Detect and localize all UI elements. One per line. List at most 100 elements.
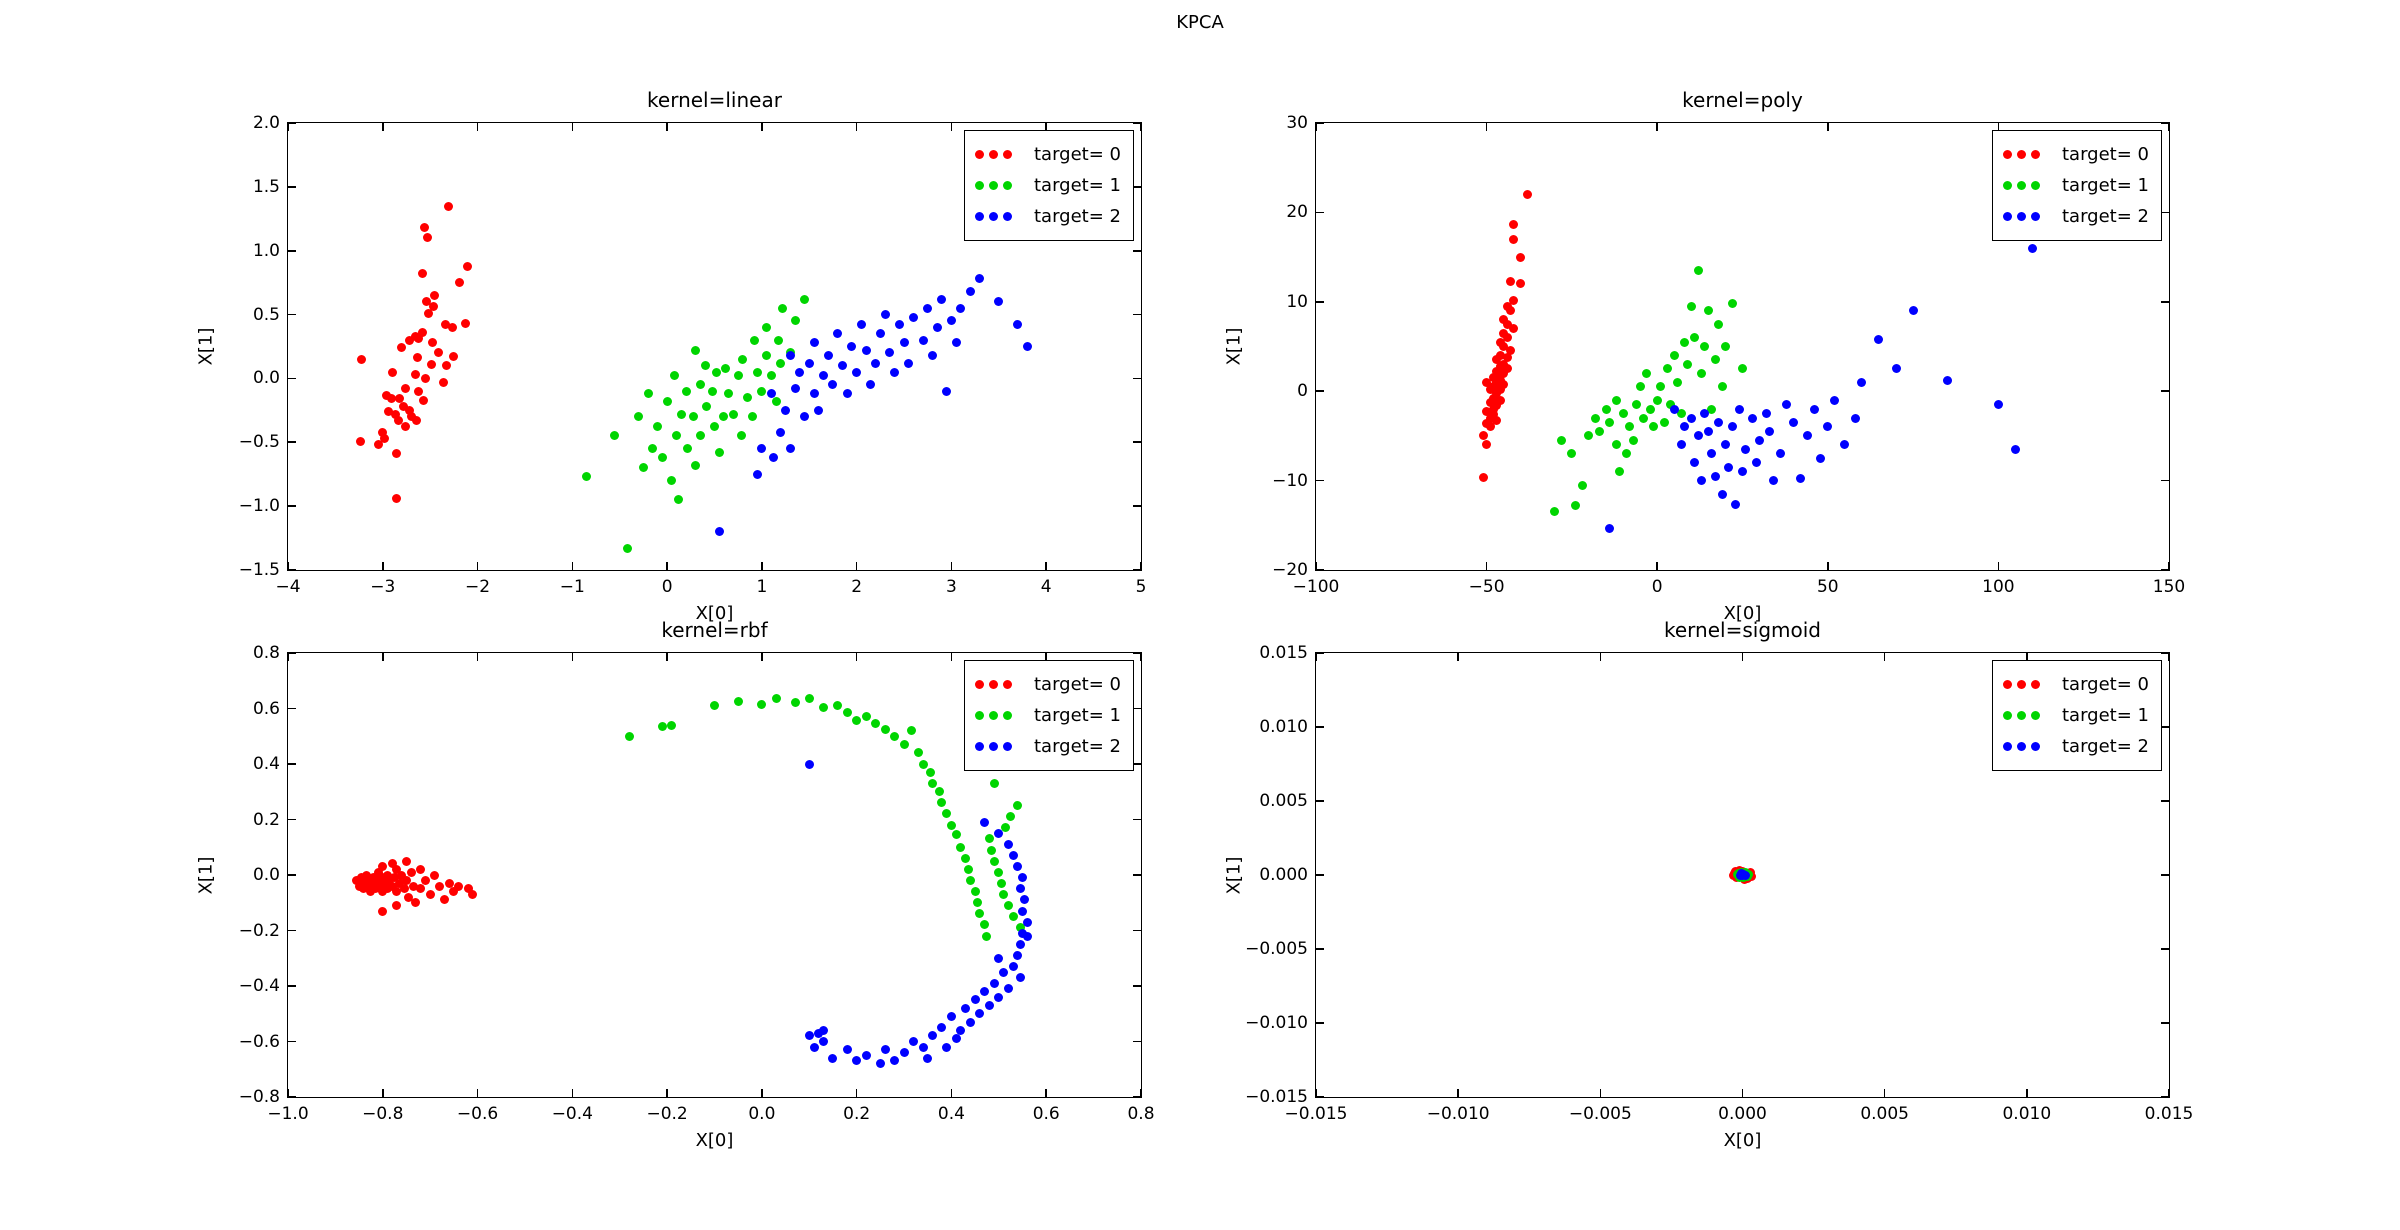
scatter-point xyxy=(771,396,781,406)
y-tick xyxy=(1133,707,1141,710)
y-tick-label: 0.000 xyxy=(1259,865,1308,885)
x-tick-label: −0.015 xyxy=(1284,1104,1348,1124)
scatter-point xyxy=(1499,315,1509,325)
scatter-point xyxy=(397,870,407,880)
y-tick-label: 0.015 xyxy=(1259,643,1308,663)
legend-entry: target= 0 xyxy=(975,139,1121,170)
scatter-point xyxy=(710,422,719,432)
legend-marker-dot xyxy=(989,711,998,720)
legend-marker-icon xyxy=(2003,212,2050,221)
scatter-point xyxy=(721,363,731,373)
plot-title: kernel=poly xyxy=(1682,88,1803,112)
scatter-point xyxy=(1666,400,1676,410)
y-tick-label: 0.0 xyxy=(252,368,280,389)
y-tick-label: 0.4 xyxy=(252,754,280,774)
scatter-point xyxy=(1594,426,1604,436)
scatter-point xyxy=(785,350,795,360)
scatter-point xyxy=(1615,467,1625,477)
scatter-point xyxy=(942,386,952,396)
x-tick xyxy=(950,1089,953,1097)
scatter-point xyxy=(837,361,847,371)
scatter-point xyxy=(975,909,985,919)
scatter-point xyxy=(449,352,459,362)
scatter-point xyxy=(1710,355,1720,365)
x-tick-label: 2 xyxy=(851,577,863,597)
y-tick xyxy=(1316,390,1324,392)
legend-entry-label: target= 0 xyxy=(2062,674,2149,695)
scatter-point xyxy=(1485,384,1495,394)
scatter-point xyxy=(401,856,411,866)
scatter-point xyxy=(383,870,393,880)
y-tick-label: 0.8 xyxy=(252,643,280,663)
scatter-point xyxy=(965,876,975,886)
y-tick-label: −0.4 xyxy=(238,976,280,996)
scatter-point xyxy=(714,448,724,457)
scatter-point xyxy=(1751,458,1761,468)
scatter-point xyxy=(657,453,667,463)
scatter-point xyxy=(401,384,411,394)
scatter-point xyxy=(1499,342,1509,351)
scatter-point xyxy=(1717,382,1727,392)
scatter-point xyxy=(1591,413,1601,423)
scatter-point xyxy=(1738,467,1747,477)
scatter-point xyxy=(411,898,421,908)
scatter-point xyxy=(899,740,909,750)
scatter-point xyxy=(856,320,866,330)
scatter-point xyxy=(714,527,724,537)
y-tick xyxy=(2161,569,2169,571)
scatter-point xyxy=(757,386,767,396)
plot-area: −4 −3 −2 −1 0 1 2 3 4 5 2.0 1.5 1.0 0.5 0.0 −0.5 −1.0 −1.… xyxy=(239,113,1147,597)
x-tick-label: 0.6 xyxy=(1032,1104,1060,1124)
x-tick-label: −4 xyxy=(275,577,301,597)
scatter-point xyxy=(1509,295,1519,305)
y-tick xyxy=(288,707,296,710)
legend-marker-dot xyxy=(2031,680,2040,689)
scatter-point xyxy=(385,876,395,886)
scatter-point xyxy=(1816,453,1826,463)
y-tick xyxy=(1133,652,1141,654)
scatter-point xyxy=(776,358,786,368)
scatter-point xyxy=(375,881,385,891)
legend-marker-dot xyxy=(1003,711,1012,720)
x-tick-label: 100 xyxy=(1982,577,2015,597)
scatter-point xyxy=(1516,279,1526,289)
scatter-point xyxy=(975,1009,985,1019)
y-tick xyxy=(1133,1040,1141,1043)
x-tick-label: 0.0 xyxy=(748,1104,776,1124)
scatter-point xyxy=(1488,404,1498,414)
scatter-point xyxy=(1482,377,1492,387)
y-tick xyxy=(288,505,296,507)
scatter-point xyxy=(1908,306,1918,316)
scatter-point xyxy=(1018,906,1028,916)
scatter-point xyxy=(406,412,416,422)
scatter-point xyxy=(885,348,895,358)
scatter-point xyxy=(790,698,800,708)
scatter-point xyxy=(1505,346,1515,356)
figure-title: KPCA xyxy=(1176,12,1224,33)
plot-title: kernel=sigmoid xyxy=(1664,618,1821,642)
y-tick-label: 0 xyxy=(1297,381,1308,402)
legend-marker-dot xyxy=(2031,742,2040,751)
legend-entry: target= 0 xyxy=(2003,669,2149,700)
scatter-point xyxy=(818,371,828,381)
scatter-point xyxy=(1645,404,1655,414)
scatter-point xyxy=(401,422,411,432)
scatter-point xyxy=(984,834,994,844)
scatter-point xyxy=(1022,917,1032,927)
scatter-point xyxy=(980,920,990,930)
y-tick-label: 0.6 xyxy=(252,698,280,719)
scatter-point xyxy=(390,873,400,883)
scatter-point xyxy=(399,402,409,412)
scatter-point xyxy=(1639,413,1649,423)
scatter-point xyxy=(438,377,448,387)
legend-marker-dot xyxy=(989,150,998,159)
x-tick-label: 5 xyxy=(1135,577,1147,597)
scatter-point xyxy=(397,343,407,353)
legend-entry-label: target= 2 xyxy=(1034,206,1121,227)
y-tick-label: −0.005 xyxy=(1245,939,1308,959)
scatter-point xyxy=(894,320,904,330)
scatter-point xyxy=(657,722,667,732)
scatter-point xyxy=(1656,382,1666,392)
x-tick-label: −3 xyxy=(370,577,396,597)
scatter-point xyxy=(1015,973,1025,983)
